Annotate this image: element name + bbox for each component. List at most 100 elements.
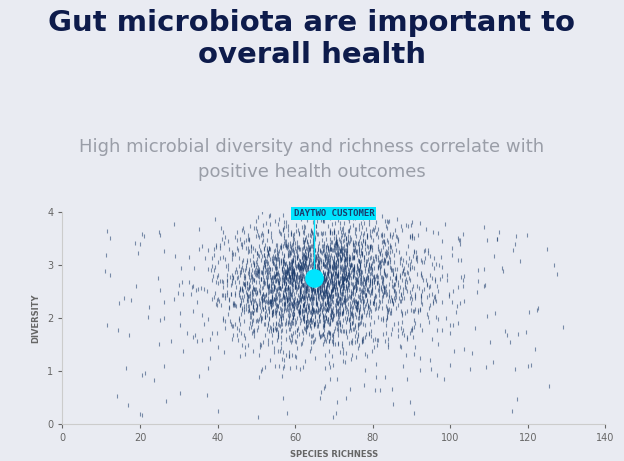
Point [388, 300, 398, 307]
Point [321, 287, 331, 294]
Point [336, 290, 346, 297]
Point [337, 278, 347, 286]
Point [341, 247, 351, 254]
Point [390, 296, 400, 304]
Point [340, 231, 350, 238]
Point [323, 316, 333, 323]
Point [328, 293, 338, 300]
Point [293, 301, 303, 308]
Point [328, 299, 338, 306]
Point [317, 282, 327, 290]
Point [284, 271, 294, 278]
Point [328, 259, 338, 266]
Point [234, 254, 244, 262]
Point [406, 294, 416, 301]
Point [323, 271, 333, 278]
Point [303, 249, 313, 256]
Point [344, 257, 354, 265]
Point [315, 310, 325, 318]
Point [369, 258, 379, 265]
Point [329, 253, 339, 260]
Point [409, 409, 419, 416]
Point [316, 306, 326, 313]
Point [307, 271, 317, 278]
Point [348, 254, 358, 261]
Point [260, 313, 270, 321]
Point [348, 265, 358, 272]
Point [302, 254, 312, 262]
Point [331, 236, 341, 244]
Point [339, 242, 349, 249]
Point [306, 233, 316, 240]
Point [312, 274, 322, 281]
Point [321, 243, 331, 250]
Point [362, 296, 372, 304]
Point [278, 312, 288, 319]
Point [295, 288, 305, 295]
Point [222, 277, 232, 284]
Point [323, 246, 333, 254]
Point [243, 235, 253, 242]
Point [313, 275, 323, 282]
Point [331, 236, 341, 243]
Point [205, 335, 215, 343]
Point [279, 240, 289, 247]
Point [402, 269, 412, 276]
Point [336, 247, 346, 254]
Point [233, 326, 243, 333]
Point [351, 278, 361, 285]
Point [313, 293, 323, 300]
Point [223, 266, 233, 273]
Point [268, 254, 278, 262]
Point [248, 285, 258, 293]
Point [188, 333, 198, 340]
Point [278, 288, 288, 295]
Point [343, 246, 353, 253]
Point [411, 305, 421, 312]
Point [304, 286, 314, 293]
Point [275, 230, 285, 237]
Point [313, 246, 323, 253]
Point [288, 330, 298, 337]
Point [376, 257, 386, 265]
Point [301, 272, 311, 279]
Point [102, 322, 112, 329]
Point [369, 297, 379, 304]
Point [272, 269, 282, 277]
Point [482, 312, 492, 319]
Point [303, 252, 313, 259]
Point [305, 251, 315, 258]
Point [373, 278, 383, 286]
Point [315, 287, 325, 294]
Point [318, 257, 328, 264]
Point [308, 279, 318, 287]
Point [178, 347, 188, 354]
Point [293, 230, 303, 238]
Point [313, 245, 323, 253]
Point [287, 259, 297, 266]
Point [348, 284, 358, 291]
Point [410, 343, 420, 351]
Point [283, 266, 293, 274]
Point [384, 253, 394, 260]
Point [329, 229, 339, 236]
Point [342, 273, 352, 280]
Point [283, 252, 293, 260]
Point [340, 264, 350, 271]
Point [313, 242, 323, 249]
Point [325, 245, 335, 252]
Point [359, 275, 369, 283]
Point [323, 272, 333, 280]
Point [217, 235, 227, 242]
Point [339, 231, 349, 239]
Point [389, 321, 399, 328]
Point [384, 232, 394, 239]
Point [168, 296, 178, 303]
Point [331, 252, 341, 259]
Point [345, 386, 355, 393]
Point [344, 316, 354, 323]
Point [271, 262, 281, 270]
Point [425, 356, 435, 363]
Point [316, 280, 326, 287]
Point [348, 296, 358, 304]
